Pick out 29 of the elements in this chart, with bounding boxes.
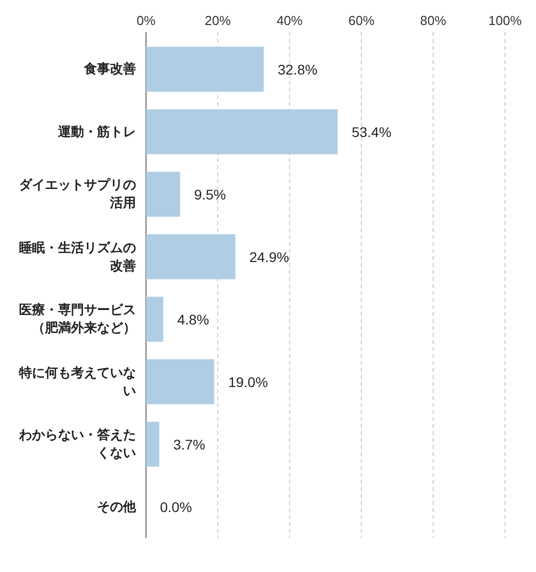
data-label: 9.5% [194,186,226,202]
data-label: 24.9% [249,248,290,265]
x-tick-label: 40% [276,13,304,28]
x-tick-label: 0% [136,13,156,28]
bar [146,296,164,342]
data-label: 0.0% [160,498,192,515]
y-tick-label: その他 [97,498,136,516]
y-tick-label: わからない・答えたくない [18,426,136,462]
data-label: 3.7% [173,436,206,452]
y-tick-label: 睡眠・生活リズムの改善 [18,238,136,275]
x-tick-label: 20% [204,13,232,28]
y-tick-label: 医療・専門サービス（肥満外来など） [18,301,136,338]
bar [146,422,160,467]
y-tick-label: 運動・筋トレ [58,122,136,141]
bar [146,109,338,154]
bar [146,234,236,280]
data-label: 53.4% [352,124,392,140]
y-tick-label: 特に何も考えていない [18,364,136,400]
x-tick-label: 80% [420,13,447,28]
bar [146,359,214,404]
data-label: 19.0% [228,374,268,390]
x-tick-label: 100% [488,13,522,28]
y-tick-label: ダイエットサプリの活用 [18,176,136,212]
y-tick-label: 食事改善 [84,60,136,78]
data-label: 32.8% [278,61,318,78]
x-tick-label: 60% [348,13,375,28]
bar [146,46,264,92]
data-label: 4.8% [177,311,210,328]
bar [146,172,180,217]
